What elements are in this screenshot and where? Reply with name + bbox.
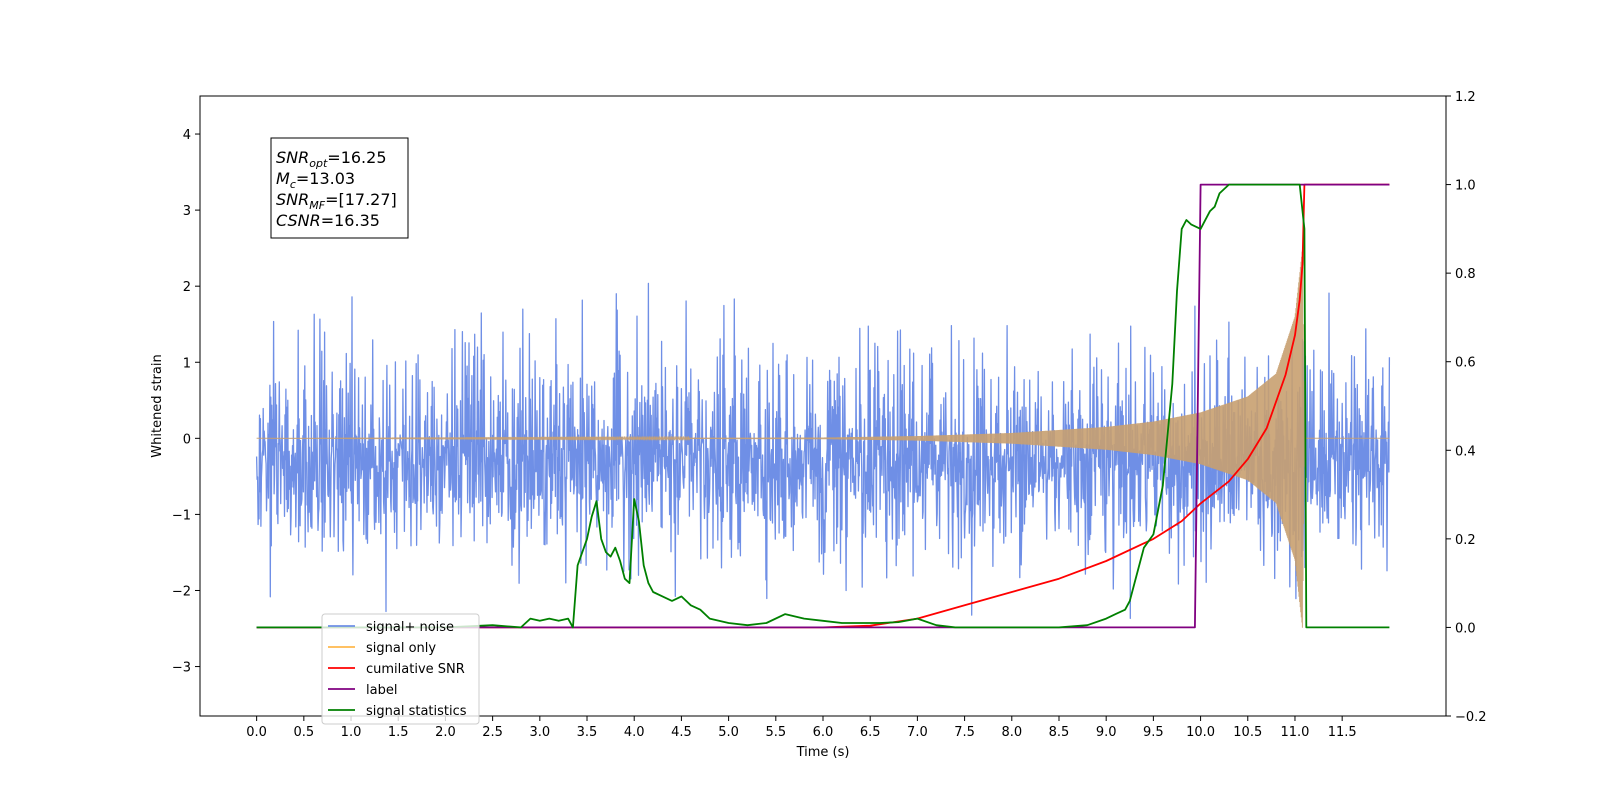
y2-tick-label: 0.0 [1455, 621, 1476, 636]
y-tick-label: 0 [183, 432, 191, 447]
x-tick-label: 9.5 [1143, 725, 1164, 740]
y2-tick-label: −0.2 [1455, 710, 1487, 725]
y-tick-label: 3 [183, 204, 191, 219]
y-tick-label: 1 [183, 356, 191, 371]
x-tick-label: 2.5 [482, 725, 503, 740]
series-line-cumilative-snr [256, 183, 1390, 629]
legend-label: cumilative SNR [366, 662, 465, 677]
annotation-line: SNRopt=16.25 [276, 148, 387, 170]
y2-axis-ticks: −0.2 0.0 0.2 0.4 0.6 0.8 1.0 1.2 [1446, 90, 1487, 725]
y2-tick-label: 1.0 [1455, 179, 1476, 194]
x-tick-label: 1.0 [341, 725, 362, 740]
y2-tick-label: 0.4 [1455, 444, 1476, 459]
x-axis-ticks: 0.0 0.5 1.0 1.5 2.0 2.5 3.0 3.5 4.0 4.5 5.0 5.5 6.0 6… [246, 716, 1357, 740]
y-tick-label: −1 [172, 508, 191, 523]
series-line-signal-statistics [256, 183, 1390, 629]
x-axis-label: Time (s) [796, 745, 850, 760]
x-tick-label: 8.5 [1049, 725, 1070, 740]
x-tick-label: 0.5 [293, 725, 314, 740]
x-tick-label: 3.5 [577, 725, 598, 740]
x-tick-label: 7.0 [907, 725, 928, 740]
snr-annotation-box: SNRopt=16.25Mc=13.03SNRMF=[17.27]CSNR=16… [270, 137, 409, 239]
x-tick-label: 10.5 [1233, 725, 1262, 740]
x-tick-label: 2.0 [435, 725, 456, 740]
x-tick-label: 5.5 [765, 725, 786, 740]
annotation-frame [270, 137, 409, 239]
x-tick-label: 7.5 [954, 725, 975, 740]
y-tick-label: 2 [183, 280, 191, 295]
legend-label: signal statistics [366, 704, 467, 719]
y2-tick-label: 0.6 [1455, 356, 1476, 371]
x-tick-label: 11.5 [1328, 725, 1357, 740]
y2-tick-label: 0.8 [1455, 267, 1476, 282]
x-tick-label: 4.5 [671, 725, 692, 740]
statistics-series-group [256, 183, 1390, 629]
x-tick-label: 6.0 [813, 725, 834, 740]
x-tick-label: 5.0 [718, 725, 739, 740]
legend-label: signal+ noise [366, 620, 454, 635]
x-tick-label: 0.0 [246, 725, 267, 740]
y2-tick-label: 0.2 [1455, 533, 1476, 548]
y2-tick-label: 1.2 [1455, 90, 1476, 105]
y-axis-ticks: −3 −2 −1 0 1 2 3 4 [172, 128, 200, 676]
y-tick-label: −2 [172, 584, 191, 599]
legend-frame [321, 613, 480, 725]
annotation-line: SNRMF=[17.27] [276, 190, 397, 212]
x-tick-label: 6.5 [860, 725, 881, 740]
signal-only-line [256, 251, 1390, 628]
x-tick-label: 8.0 [1001, 725, 1022, 740]
y-axis-label: Whitened strain [150, 354, 165, 457]
x-tick-label: 1.5 [388, 725, 409, 740]
y-tick-label: 4 [183, 128, 191, 143]
signal-only-series [256, 251, 1390, 628]
legend-label: label [366, 683, 397, 698]
x-tick-label: 11.0 [1280, 725, 1309, 740]
legend-label: signal only [366, 641, 436, 656]
x-tick-label: 10.0 [1186, 725, 1215, 740]
y-tick-label: −3 [172, 661, 191, 676]
legend: signal+ noise signal only cumilative SNR la… [321, 613, 480, 725]
annotation-line: Mc=13.03 [276, 169, 355, 191]
x-tick-label: 9.0 [1096, 725, 1117, 740]
annotation-line: CSNR=16.35 [276, 211, 380, 230]
x-tick-label: 4.0 [624, 725, 645, 740]
x-tick-label: 3.0 [529, 725, 550, 740]
